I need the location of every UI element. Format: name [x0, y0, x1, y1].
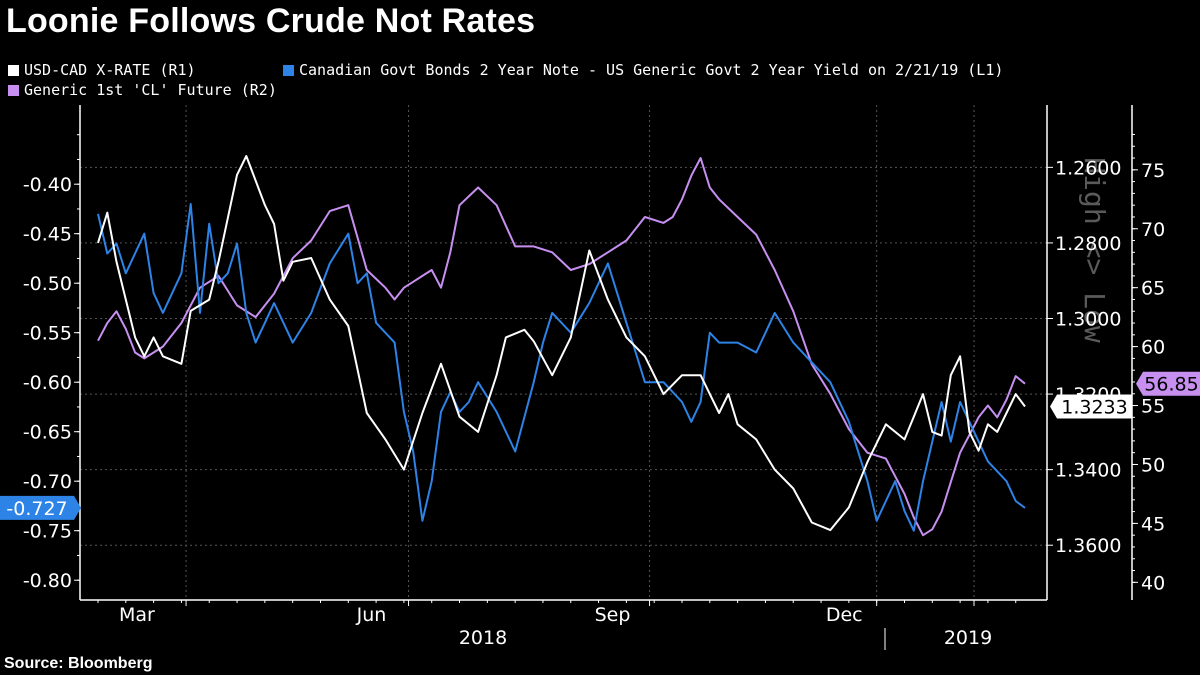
source-note: Source: Bloomberg — [4, 655, 153, 672]
left-tick-label: -0.60 — [23, 372, 72, 394]
right2-tick-label: 75 — [1141, 160, 1165, 182]
left-tick-label: -0.65 — [23, 422, 72, 444]
spread-last-value-badge-label: -0.727 — [6, 498, 67, 520]
right2-tick-label: 60 — [1141, 337, 1165, 359]
series-line-crude — [97, 157, 1026, 537]
legend-label: USD-CAD X-RATE (R1) — [24, 61, 196, 79]
series-line-spread — [97, 203, 1026, 532]
left-tick-label: -0.70 — [23, 471, 72, 493]
usdcad-last-value-badge: 1.3233 — [1050, 394, 1132, 419]
right2-tick-label: 70 — [1141, 219, 1165, 241]
crude-last-value-badge-shape — [1136, 371, 1200, 396]
legend-swatch — [283, 65, 294, 76]
left-tick-label: -0.80 — [23, 570, 72, 592]
left-tick-label: -0.40 — [23, 174, 72, 196]
spread-last-value-badge: -0.727 — [0, 495, 81, 520]
spread-last-value-badge-shape — [0, 495, 81, 520]
right2-tick-label: 65 — [1141, 278, 1165, 300]
watermark-text: High <> Low — [1078, 157, 1111, 343]
usdcad-last-value-badge-label: 1.3233 — [1061, 397, 1127, 419]
right1-tick-label: 1.2600 — [1055, 157, 1121, 179]
legend-label: Canadian Govt Bonds 2 Year Note - US Gen… — [299, 61, 1004, 79]
legend-swatch — [8, 85, 19, 96]
legend-crude: Generic 1st 'CL' Future (R2) — [8, 81, 277, 99]
grid-lines — [80, 105, 1047, 600]
left-tick-label: -0.75 — [23, 521, 72, 543]
right1-tick-label: 1.3000 — [1055, 308, 1121, 330]
high-low-watermark: High <> Low — [1078, 157, 1111, 343]
legend-label: Generic 1st 'CL' Future (R2) — [24, 81, 277, 99]
last-value-badges: -0.727 1.3233 56.85 — [0, 371, 1200, 520]
left-tick-label: -0.55 — [23, 323, 72, 345]
left-tick-label: -0.45 — [23, 224, 72, 246]
legend-swatch — [8, 65, 19, 76]
legend-spread: Canadian Govt Bonds 2 Year Note - US Gen… — [283, 61, 1003, 79]
usdcad-last-value-badge-shape — [1050, 394, 1132, 419]
x-month-label: Mar — [119, 604, 155, 626]
series-line-usdcad — [97, 155, 1026, 532]
right2-tick-label: 50 — [1141, 454, 1165, 476]
legend-usdcad: USD-CAD X-RATE (R1) — [8, 61, 196, 79]
right2-tick-label: 55 — [1141, 396, 1165, 418]
right1-tick-label: 1.3600 — [1055, 535, 1121, 557]
right2-tick-label: 45 — [1141, 513, 1165, 535]
right1-tick-label: 1.3400 — [1055, 460, 1121, 482]
axes: -0.40 -0.45 -0.50 -0.55 -0.60 -0.65 -0.70 -0.75… — [23, 105, 1165, 650]
x-year-label: 2019 — [944, 627, 992, 649]
series-lines — [97, 155, 1026, 537]
chart-title: Loonie Follows Crude Not Rates — [6, 2, 536, 40]
right2-tick-label: 40 — [1141, 572, 1165, 594]
crude-last-value-badge-label: 56.85 — [1144, 374, 1198, 396]
right1-tick-label: 1.2800 — [1055, 233, 1121, 255]
x-month-label: Jun — [356, 604, 387, 626]
x-month-label: Sep — [595, 604, 631, 626]
x-month-label: Dec — [826, 604, 863, 626]
left-tick-label: -0.50 — [23, 273, 72, 295]
x-year-label: 2018 — [459, 627, 507, 649]
crude-last-value-badge: 56.85 — [1136, 371, 1200, 396]
